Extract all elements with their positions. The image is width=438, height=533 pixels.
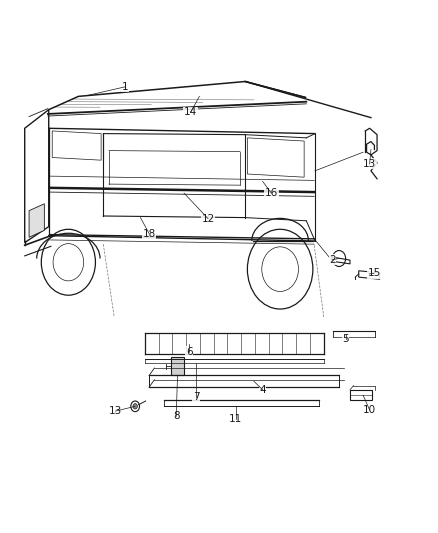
Text: 7: 7: [193, 392, 200, 402]
Text: 18: 18: [142, 229, 156, 239]
Text: 14: 14: [184, 107, 197, 117]
Text: 12: 12: [201, 214, 215, 224]
Text: 11: 11: [229, 414, 242, 424]
Text: 6: 6: [186, 346, 193, 357]
Text: 2: 2: [329, 255, 336, 264]
Text: 5: 5: [343, 334, 349, 344]
Text: 10: 10: [363, 405, 376, 415]
Polygon shape: [29, 204, 44, 237]
Text: 8: 8: [173, 411, 180, 422]
Circle shape: [133, 403, 138, 409]
Text: 13: 13: [363, 159, 376, 169]
Text: 4: 4: [259, 385, 266, 395]
Text: 15: 15: [367, 269, 381, 278]
Polygon shape: [171, 357, 184, 375]
Text: 1: 1: [122, 82, 128, 92]
Text: 16: 16: [265, 188, 278, 198]
Text: 13: 13: [109, 406, 122, 416]
